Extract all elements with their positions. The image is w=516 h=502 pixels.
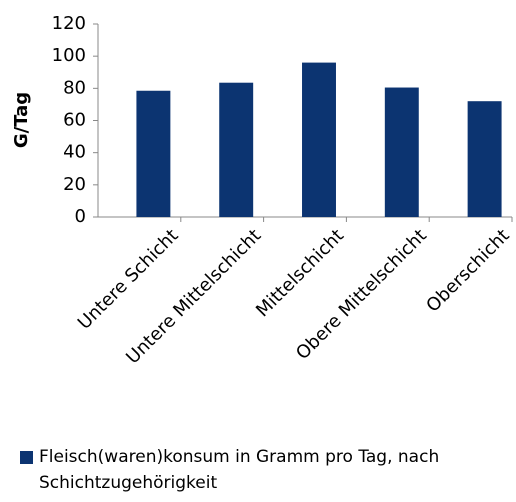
bar — [384, 87, 419, 217]
legend-swatch — [20, 451, 33, 464]
y-tick-label: 20 — [63, 174, 86, 195]
y-tick-label: 120 — [52, 13, 86, 34]
x-tick-label: Untere Mittelschicht — [122, 225, 265, 368]
bar — [302, 62, 336, 217]
y-tick-label: 60 — [63, 110, 86, 131]
x-tick-label: Oberschicht — [422, 225, 513, 316]
y-axis-label: G/Tag — [11, 92, 32, 148]
legend: Fleisch(waren)konsum in Gramm pro Tag, n… — [20, 444, 510, 496]
bar — [219, 82, 254, 218]
bar — [136, 90, 171, 217]
legend-label: Fleisch(waren)konsum in Gramm pro Tag, n… — [39, 447, 440, 493]
y-tick-label: 0 — [75, 206, 86, 227]
y-tick-label: 80 — [63, 77, 86, 98]
y-tick-label: 40 — [63, 142, 86, 163]
y-tick-label: 100 — [52, 45, 86, 66]
bar — [467, 101, 502, 217]
